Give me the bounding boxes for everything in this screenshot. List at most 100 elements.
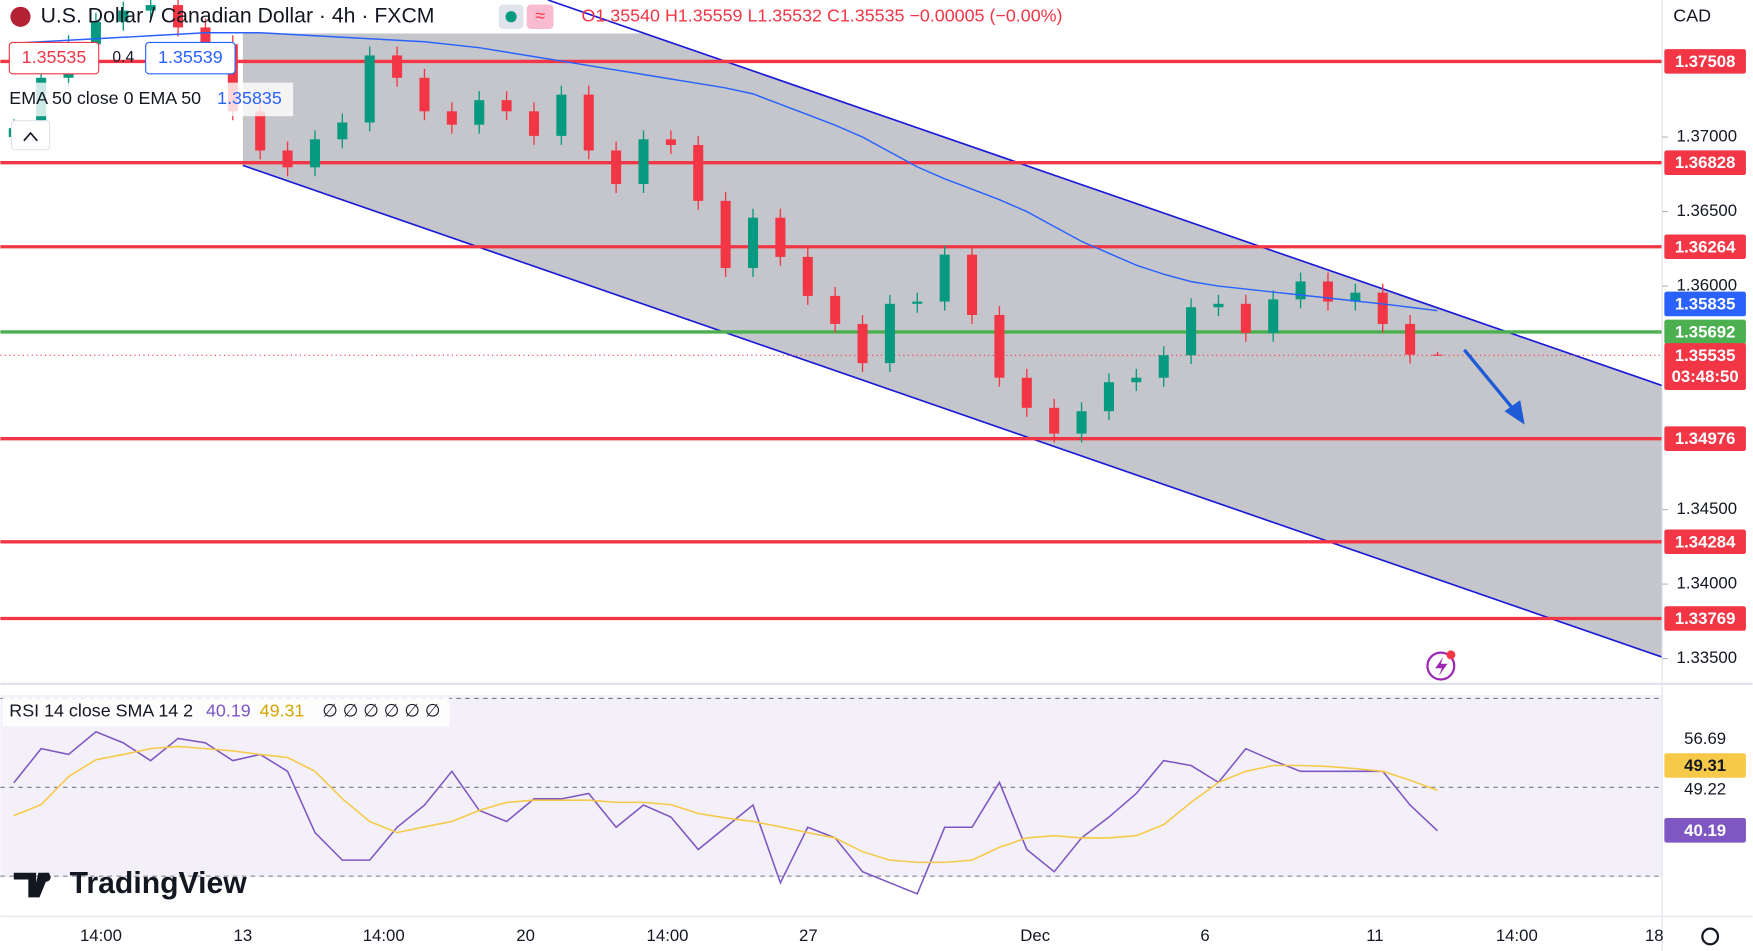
ohlc: O1.35540 H1.35559 L1.35532 C1.35535 −0.0… <box>581 5 1062 25</box>
brand-logo-dot <box>41 872 51 882</box>
candle-body <box>994 314 1005 378</box>
countdown: 03:48:50 <box>1672 367 1739 386</box>
collapse-icon <box>23 131 38 142</box>
candle-body <box>282 150 293 168</box>
channel-upper <box>547 0 1663 387</box>
y-tick-label: 1.36500 <box>1677 201 1738 220</box>
support-label: 1.35692 <box>1675 323 1736 342</box>
rsi-value-box <box>1664 818 1746 843</box>
candle-body <box>1131 377 1142 383</box>
candle-body <box>967 254 978 315</box>
currency[interactable]: CAD <box>1673 5 1711 25</box>
level-label: 1.34976 <box>1675 429 1736 448</box>
candle-body <box>1158 355 1169 378</box>
alert-icon[interactable] <box>1426 651 1456 681</box>
support-box <box>1664 319 1746 345</box>
price-label: 1.35535 <box>1675 346 1736 365</box>
arrow-head <box>1504 400 1525 425</box>
candle-body <box>200 27 211 45</box>
candle-body <box>939 254 950 302</box>
alert-dot <box>1446 650 1456 660</box>
candle-body <box>830 295 841 324</box>
level-label: 1.34284 <box>1675 532 1736 551</box>
candle-body <box>857 323 868 364</box>
candle-body <box>720 200 731 269</box>
level-label: 1.37508 <box>1675 52 1736 71</box>
candle-body <box>90 21 101 45</box>
level-box <box>1664 529 1746 555</box>
candle-body <box>1350 292 1361 302</box>
price-box <box>1664 343 1746 391</box>
candle-body <box>583 94 594 151</box>
candle-body <box>1432 354 1443 356</box>
rsi-legend-extra: ∅ ∅ ∅ ∅ ∅ ∅ <box>322 701 440 721</box>
rsi-value-label: 49.31 <box>1684 756 1726 775</box>
rsi-legend-bg <box>2 697 450 727</box>
ema-legend: EMA 50 close 0 EMA 50 <box>9 88 201 108</box>
alert-bolt <box>1435 657 1448 677</box>
candle-body <box>1049 407 1060 434</box>
candle-body <box>446 111 457 125</box>
candle-body <box>227 44 238 112</box>
ema-legend-value: 1.35835 <box>217 88 282 108</box>
sell-button[interactable] <box>8 41 100 75</box>
candle-body <box>611 150 622 185</box>
ema-line <box>13 32 1438 312</box>
settings-icon[interactable] <box>1701 927 1720 946</box>
candle-body <box>884 303 895 364</box>
candle-body <box>1322 281 1334 302</box>
status-dot <box>505 11 517 23</box>
candle-body <box>501 100 512 112</box>
candle-body <box>1377 292 1388 324</box>
data-icon: ≈ <box>535 5 545 25</box>
x-tick-label: 13 <box>234 926 253 945</box>
brand-logo <box>13 872 50 898</box>
candle-body <box>309 139 320 168</box>
arrow <box>1463 348 1519 415</box>
x-tick-label: 11 <box>1366 926 1383 945</box>
x-tick-label: 14:00 <box>647 926 689 945</box>
y-tick-label: 1.36000 <box>1677 276 1738 295</box>
candle-body <box>1076 411 1087 434</box>
collapse-button[interactable] <box>10 120 51 151</box>
candle-body <box>1213 303 1224 308</box>
sell-price[interactable]: 1.35535 <box>22 47 87 67</box>
level-box <box>1664 426 1746 451</box>
candle-body <box>1405 323 1416 355</box>
level-box <box>1664 234 1746 260</box>
x-tick-label: 18 <box>1645 926 1664 945</box>
candle-body <box>1268 299 1279 333</box>
buy-button[interactable] <box>145 41 236 75</box>
candle-body <box>556 94 567 136</box>
ema-box <box>1664 291 1746 317</box>
level-label: 1.36264 <box>1675 237 1736 256</box>
candle-body <box>364 55 375 123</box>
data-button[interactable] <box>526 4 554 30</box>
candle-body <box>392 55 403 78</box>
candle-body <box>693 144 704 201</box>
candle-body <box>638 139 649 185</box>
candle-body <box>1295 281 1306 300</box>
y-tick-label: 1.34000 <box>1677 574 1738 593</box>
rsi-legend: RSI 14 close SMA 14 2 <box>9 701 193 721</box>
level-label: 1.36828 <box>1675 153 1736 172</box>
x-tick-label: 27 <box>799 926 818 945</box>
candle-body <box>1186 307 1197 356</box>
candle-body <box>337 122 348 140</box>
candle-body <box>1021 377 1032 408</box>
y-tick-label: 1.33500 <box>1677 648 1738 667</box>
candle-body <box>1240 303 1251 333</box>
ema-label: 1.35835 <box>1675 295 1736 314</box>
rsi-line <box>13 745 1438 864</box>
level-label: 1.33769 <box>1675 609 1736 628</box>
rsi-value-label: 40.19 <box>1684 821 1726 840</box>
y-tick-label: 1.37000 <box>1677 127 1738 146</box>
candle-body <box>419 77 430 112</box>
x-tick-label: 14:00 <box>80 926 122 945</box>
buy-price[interactable]: 1.35539 <box>158 47 223 67</box>
level-box <box>1664 49 1746 74</box>
candle-body <box>145 5 156 11</box>
ema-legend-bg <box>4 82 294 117</box>
candle-body <box>118 10 129 22</box>
